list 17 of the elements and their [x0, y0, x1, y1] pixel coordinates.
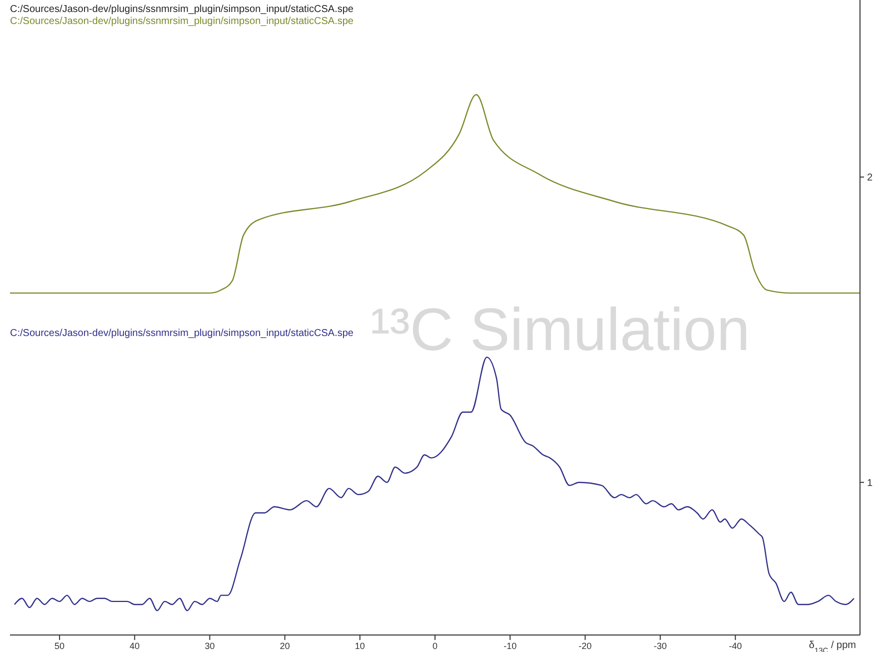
x-tick-label: 20: [280, 641, 290, 651]
x-tick-label: -20: [578, 641, 592, 651]
chart-title: C:/Sources/Jason-dev/plugins/ssnmrsim_plugin/simpson_input/staticCSA.spe: [10, 4, 354, 15]
x-tick-label: 10: [354, 641, 365, 651]
line-series: [14, 356, 855, 612]
text: C:/Sources/Jason-dev/plugins/ssnmrsim_plugin/simpson_input/staticCSA.spe: [10, 16, 354, 27]
y2-tick-label: 1: [867, 478, 873, 489]
x-tick-label: 40: [130, 641, 140, 651]
x-tick-label: 50: [54, 641, 65, 651]
x-tick-label: 0: [432, 641, 438, 651]
y2-tick-label: 2: [867, 172, 873, 184]
x-tick-label: 30: [204, 641, 215, 651]
text: C:/Sources/Jason-dev/plugins/ssnmrsim_plugin/simpson_input/staticCSA.spe: [10, 328, 354, 339]
line-series: [9, 94, 861, 294]
x-tick-label: -40: [728, 641, 742, 651]
x-tick-label: -30: [654, 641, 667, 651]
x-tick-label: -10: [504, 641, 517, 651]
